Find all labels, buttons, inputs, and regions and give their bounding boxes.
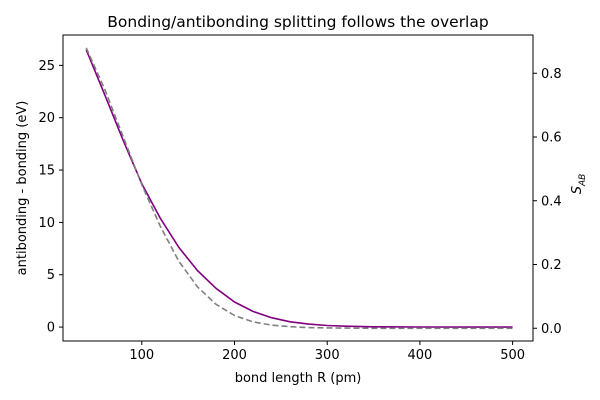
x-tick-label: 200 (222, 348, 247, 363)
series-line-2 (85, 47, 513, 330)
y-axis-left: 0 5 10 15 20 25 (38, 59, 63, 336)
plot-frame (62, 34, 534, 342)
y-axis-right-label: SAB (570, 174, 588, 195)
y-left-tick-label: 10 (38, 216, 55, 231)
y-right-tick-label: 0.0 (541, 322, 562, 337)
x-tick-label: 400 (407, 348, 432, 363)
x-tick-label: 500 (500, 348, 525, 363)
y-right-tick-label: 0.8 (541, 67, 562, 82)
y-left-tick-label: 0 (47, 321, 55, 336)
x-axis-label: bond length R (pm) (235, 371, 362, 386)
y-axis-right-label-sub: AB (578, 174, 588, 187)
x-tick-label: 100 (129, 348, 154, 363)
series-layer (85, 47, 513, 330)
y-right-tick-label: 0.2 (541, 258, 562, 273)
x-axis: 100 200 300 400 500 (129, 341, 525, 363)
y-left-tick-label: 20 (38, 111, 55, 126)
chart-title: Bonding/antibonding splitting follows th… (107, 13, 488, 31)
y-left-tick-label: 15 (38, 164, 55, 179)
y-left-tick-label: 25 (38, 59, 55, 74)
y-axis-left-label: antibonding - bonding (eV) (15, 101, 30, 276)
y-right-tick-label: 0.4 (541, 194, 562, 209)
x-tick-label: 300 (315, 348, 340, 363)
y-left-tick-label: 5 (47, 268, 55, 283)
y-axis-right-label-main: S (570, 186, 585, 194)
y-axis-right: 0.0 0.2 0.4 0.6 0.8 (533, 67, 562, 337)
y-right-tick-label: 0.6 (541, 131, 562, 146)
